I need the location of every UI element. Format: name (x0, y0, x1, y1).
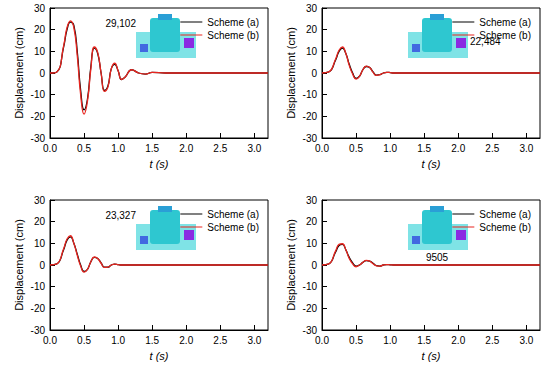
svg-text:30: 30 (306, 195, 318, 206)
svg-text:2.5: 2.5 (485, 143, 499, 154)
svg-text:Scheme (b): Scheme (b) (207, 30, 259, 41)
svg-text:0.5: 0.5 (77, 335, 91, 346)
svg-text:t (s): t (s) (422, 158, 441, 170)
svg-text:1.5: 1.5 (417, 335, 431, 346)
svg-text:1.0: 1.0 (383, 143, 397, 154)
svg-text:10: 10 (306, 46, 318, 57)
svg-text:10: 10 (34, 238, 46, 249)
svg-text:-10: -10 (303, 89, 318, 100)
svg-text:Displacement (cm): Displacement (cm) (285, 27, 297, 119)
svg-text:20: 20 (34, 24, 46, 35)
svg-text:0.0: 0.0 (43, 335, 57, 346)
svg-text:Scheme (b): Scheme (b) (479, 222, 531, 233)
svg-text:2.0: 2.0 (179, 335, 193, 346)
svg-text:Displacement (cm): Displacement (cm) (13, 219, 25, 311)
svg-text:0.5: 0.5 (349, 143, 363, 154)
svg-text:Scheme (a): Scheme (a) (479, 17, 531, 28)
svg-text:Displacement (cm): Displacement (cm) (285, 219, 297, 311)
svg-text:-10: -10 (31, 281, 46, 292)
svg-text:2.0: 2.0 (179, 143, 193, 154)
svg-text:-20: -20 (303, 111, 318, 122)
svg-text:-20: -20 (31, 303, 46, 314)
svg-text:Scheme (b): Scheme (b) (479, 30, 531, 41)
svg-text:0.0: 0.0 (43, 143, 57, 154)
svg-text:1.5: 1.5 (145, 143, 159, 154)
svg-text:20: 20 (306, 216, 318, 227)
svg-text:-20: -20 (31, 111, 46, 122)
svg-text:0.0: 0.0 (315, 335, 329, 346)
svg-text:Scheme (a): Scheme (a) (207, 17, 259, 28)
svg-text:2.0: 2.0 (451, 143, 465, 154)
svg-text:1.0: 1.0 (383, 335, 397, 346)
svg-text:1.5: 1.5 (145, 335, 159, 346)
svg-text:1.5: 1.5 (417, 143, 431, 154)
svg-text:23,327: 23,327 (105, 210, 136, 221)
svg-text:-30: -30 (30, 132, 45, 144)
svg-text:29,102: 29,102 (105, 18, 136, 29)
svg-text:Scheme (b): Scheme (b) (207, 222, 259, 233)
svg-text:0: 0 (39, 260, 45, 271)
svg-text:-30: -30 (302, 324, 317, 336)
svg-text:2.5: 2.5 (213, 143, 227, 154)
svg-text:-30: -30 (30, 324, 45, 336)
svg-text:Scheme (a): Scheme (a) (479, 209, 531, 220)
svg-text:20: 20 (306, 24, 318, 35)
svg-text:1.0: 1.0 (111, 335, 125, 346)
svg-text:t (s): t (s) (150, 158, 169, 170)
svg-text:0: 0 (39, 68, 45, 79)
svg-text:22,484: 22,484 (470, 35, 501, 47)
svg-text:3.0: 3.0 (519, 143, 533, 154)
svg-text:30: 30 (306, 3, 318, 14)
svg-text:t (s): t (s) (422, 350, 441, 362)
svg-text:20: 20 (34, 216, 46, 227)
svg-text:1.0: 1.0 (111, 143, 125, 154)
svg-text:3.0: 3.0 (247, 335, 261, 346)
svg-text:0.0: 0.0 (315, 143, 329, 154)
svg-text:t (s): t (s) (150, 350, 169, 362)
svg-text:0: 0 (311, 68, 317, 79)
svg-text:Scheme (a): Scheme (a) (207, 209, 259, 220)
svg-text:3.0: 3.0 (247, 143, 261, 154)
svg-text:3.0: 3.0 (519, 335, 533, 346)
svg-text:10: 10 (306, 238, 318, 249)
svg-text:30: 30 (34, 3, 46, 14)
svg-text:0.5: 0.5 (349, 335, 363, 346)
svg-text:30: 30 (34, 195, 46, 206)
svg-text:-10: -10 (303, 281, 318, 292)
svg-text:2.5: 2.5 (485, 335, 499, 346)
svg-text:-30: -30 (302, 132, 317, 144)
svg-text:0.5: 0.5 (77, 143, 91, 154)
svg-text:-20: -20 (303, 303, 318, 314)
svg-text:2.0: 2.0 (451, 335, 465, 346)
svg-text:-10: -10 (31, 89, 46, 100)
svg-text:2.5: 2.5 (213, 335, 227, 346)
svg-text:9505: 9505 (426, 252, 449, 263)
svg-text:0: 0 (311, 260, 317, 271)
svg-text:10: 10 (34, 46, 46, 57)
svg-text:Displacement (cm): Displacement (cm) (13, 27, 25, 119)
